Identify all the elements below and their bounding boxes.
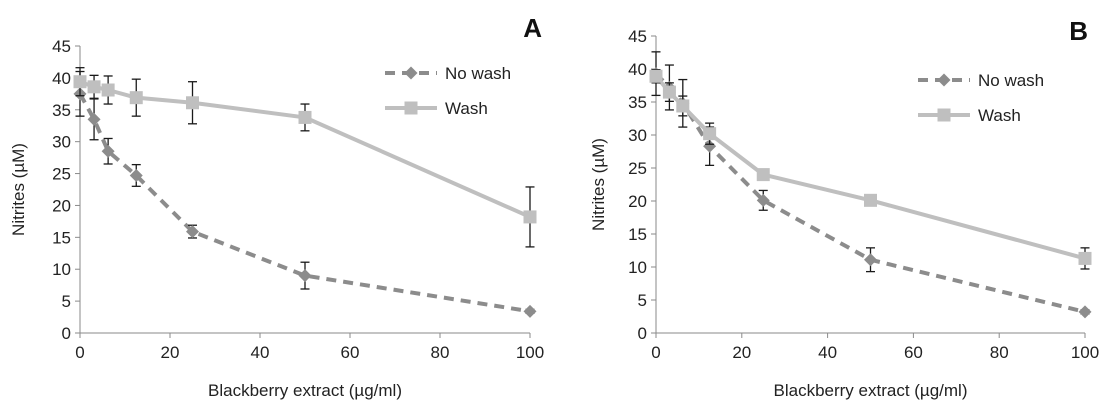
- y-tick-label: 45: [628, 27, 647, 46]
- data-point: [756, 168, 770, 182]
- y-tick-label: 25: [52, 165, 71, 184]
- legend-entry: Wash: [385, 99, 488, 118]
- data-point: [1078, 251, 1092, 265]
- y-tick-label: 10: [52, 260, 71, 279]
- y-tick-label: 15: [628, 225, 647, 244]
- data-point: [129, 168, 143, 182]
- data-point: [298, 269, 312, 283]
- x-tick-label: 100: [516, 343, 544, 362]
- data-point: [101, 83, 115, 97]
- data-point: [101, 144, 115, 158]
- data-point: [186, 225, 199, 239]
- y-tick-label: 45: [52, 37, 71, 56]
- data-point: [1078, 305, 1092, 319]
- legend-label: No wash: [978, 71, 1044, 90]
- data-point: [676, 99, 690, 113]
- data-point: [649, 69, 663, 83]
- y-tick-label: 35: [52, 101, 71, 120]
- y-tick-label: 35: [628, 93, 647, 112]
- series-wash: [73, 67, 537, 248]
- panel-a: 0 5 10 15 20 25 30 35 40 45 0 20 40 60 80 100 Blackberry…: [9, 13, 544, 400]
- x-tick-label: 20: [732, 343, 751, 362]
- data-point: [87, 80, 101, 94]
- x-axis-title: Blackberry extract (µg/ml): [208, 381, 402, 400]
- series-wash: [649, 69, 1092, 270]
- data-point: [756, 193, 770, 207]
- x-tick-label: 0: [75, 343, 84, 362]
- legend-marker: [404, 101, 418, 115]
- legend-entry: Wash: [918, 106, 1021, 125]
- y-tick-label: 0: [638, 324, 647, 343]
- legend-label: Wash: [978, 106, 1021, 125]
- data-point: [298, 110, 312, 124]
- y-tick-label: 30: [628, 126, 647, 145]
- legend-entry: No wash: [385, 64, 511, 83]
- data-point: [703, 127, 717, 141]
- y-tick-label: 5: [638, 291, 647, 310]
- data-point: [87, 112, 101, 126]
- y-axis-title: Nitrites (µM): [9, 143, 28, 236]
- legend-label: Wash: [445, 99, 488, 118]
- series-line: [654, 74, 1086, 261]
- y-axis-title: Nitrites (µM): [589, 138, 608, 231]
- y-tick-label: 25: [628, 159, 647, 178]
- series-no-wash: [649, 51, 1092, 319]
- x-tick-label: 40: [818, 343, 837, 362]
- panel-label: A: [523, 13, 542, 43]
- data-point: [523, 210, 537, 224]
- data-point: [662, 85, 676, 99]
- legend-marker: [937, 73, 951, 87]
- data-point: [864, 193, 877, 207]
- y-tick-label: 40: [52, 69, 71, 88]
- panel-label: B: [1069, 16, 1088, 46]
- x-tick-label: 80: [431, 343, 450, 362]
- panel-b: 0 5 10 15 20 25 30 35 40 45 0 20 40 60 80 100 Blackberry…: [589, 16, 1099, 400]
- legend-marker: [937, 108, 951, 122]
- x-tick-label: 60: [341, 343, 360, 362]
- y-tick-label: 0: [62, 324, 71, 343]
- data-point: [864, 253, 877, 267]
- legend-label: No wash: [445, 64, 511, 83]
- y-tick-label: 5: [62, 292, 71, 311]
- x-axis-title: Blackberry extract (µg/ml): [774, 381, 968, 400]
- x-tick-label: 40: [251, 343, 270, 362]
- data-point: [186, 96, 199, 110]
- x-tick-label: 60: [904, 343, 923, 362]
- x-tick-label: 100: [1071, 343, 1099, 362]
- y-tick-label: 30: [52, 133, 71, 152]
- x-tick-label: 20: [161, 343, 180, 362]
- y-tick-label: 10: [628, 258, 647, 277]
- y-tick-label: 15: [52, 228, 71, 247]
- y-tick-label: 20: [628, 192, 647, 211]
- legend-marker: [404, 66, 418, 80]
- y-tick-label: 20: [52, 196, 71, 215]
- data-point: [73, 75, 87, 89]
- legend-entry: No wash: [918, 71, 1044, 90]
- x-tick-label: 0: [651, 343, 660, 362]
- data-point: [129, 91, 143, 105]
- x-tick-label: 80: [990, 343, 1009, 362]
- data-point: [523, 304, 537, 318]
- y-tick-label: 40: [628, 60, 647, 79]
- data-point: [703, 139, 717, 153]
